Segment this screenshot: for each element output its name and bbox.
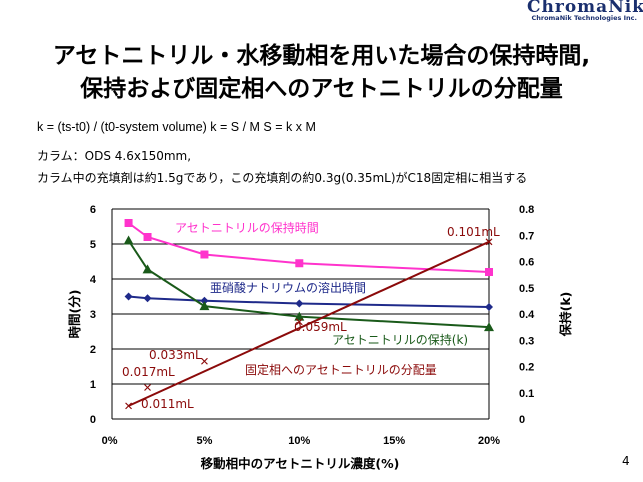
right-tick-8: 0.8 (519, 204, 534, 216)
right-tick-1: 0.1 (519, 388, 534, 400)
right-tick-6: 0.6 (519, 257, 534, 269)
x-tick-2: 10% (288, 435, 310, 447)
series-0-point-2 (200, 250, 209, 259)
annotation-2: 0.033mL (149, 348, 202, 362)
series-1-point-1 (143, 294, 152, 303)
series-1-point-4 (485, 303, 493, 311)
x-tick-3: 15% (383, 435, 405, 447)
column-spec: カラム：ODS 4.6x150mm, (37, 149, 192, 163)
series-1-point-0 (124, 292, 133, 301)
packing-note: カラム中の充填剤は約1.5gであり，この充填剤の約0.3g(0.35mL)がC1… (37, 171, 528, 185)
y-axis-label-left: 時間(分) (67, 290, 82, 339)
slide-title-line1: アセトニトリル・水移動相を用いた場合の保持時間, (52, 43, 591, 69)
series-2-point-0 (123, 235, 134, 245)
annotation-3: 0.017mL (122, 365, 175, 379)
left-tick-5: 5 (90, 239, 96, 251)
series-0-point-1 (143, 233, 152, 241)
series-label-1: 亜硝酸ナトリウムの溶出時間 (210, 280, 366, 295)
series-2-point-3 (294, 311, 305, 321)
series-0-point-3 (295, 259, 304, 268)
slide-title-line2: 保持および固定相へのアセトニトリルの分配量 (80, 76, 563, 102)
right-tick-7: 0.7 (519, 230, 534, 242)
series-label-2: アセトニトリルの保持(k) (332, 332, 468, 347)
series-2-point-2 (199, 301, 210, 311)
series-line-3 (128, 240, 490, 407)
right-tick-2: 0.2 (519, 362, 534, 374)
annotation-0: 0.101mL (447, 225, 500, 239)
annotation-1: 0.059mL (294, 320, 347, 334)
left-tick-4: 4 (90, 274, 97, 286)
series-0-point-4 (485, 268, 493, 276)
series-3-point-3 (295, 318, 303, 326)
series-label-0: アセトニトリルの保持時間 (175, 220, 319, 235)
series-1-point-2 (200, 296, 209, 305)
company-logo: ChromaNik ChromaNik Technologies Inc. (527, 0, 643, 22)
x-tick-4: 20% (478, 435, 500, 447)
series-line-1 (128, 295, 490, 308)
left-tick-2: 2 (90, 344, 96, 356)
annotation-4: 0.011mL (141, 397, 194, 411)
series-0-point-0 (124, 219, 133, 227)
page-number: 4 (622, 454, 630, 468)
right-tick-0: 0 (519, 414, 525, 426)
logo-name: ChromaNik (527, 0, 643, 17)
right-tick-5: 0.5 (519, 283, 534, 295)
series-3-point-1 (144, 384, 151, 391)
right-tick-3: 0.3 (519, 335, 534, 347)
series-3-point-2 (201, 357, 208, 365)
x-axis-label: 移動相中のアセトニトリル濃度(%) (201, 456, 400, 471)
x-tick-0: 0% (102, 435, 118, 447)
left-tick-1: 1 (90, 379, 96, 391)
x-tick-1: 5% (196, 435, 212, 447)
retention-formula: k = (ts-t0) / (t0-system volume) k = S /… (37, 120, 316, 134)
right-tick-4: 0.4 (519, 309, 535, 321)
series-2-point-4 (484, 322, 494, 332)
left-tick-0: 0 (90, 414, 96, 426)
logo-subtitle: ChromaNik Technologies Inc. (531, 14, 637, 22)
y-axis-label-right: 保持(k) (558, 292, 573, 338)
left-tick-6: 6 (90, 204, 96, 216)
left-tick-3: 3 (90, 309, 96, 321)
series-3-point-0 (125, 402, 132, 410)
series-3-point-4 (485, 238, 493, 246)
series-1-point-3 (295, 299, 304, 308)
series-label-3: 固定相へのアセトニトリルの分配量 (245, 362, 437, 377)
series-2-point-1 (142, 264, 153, 274)
